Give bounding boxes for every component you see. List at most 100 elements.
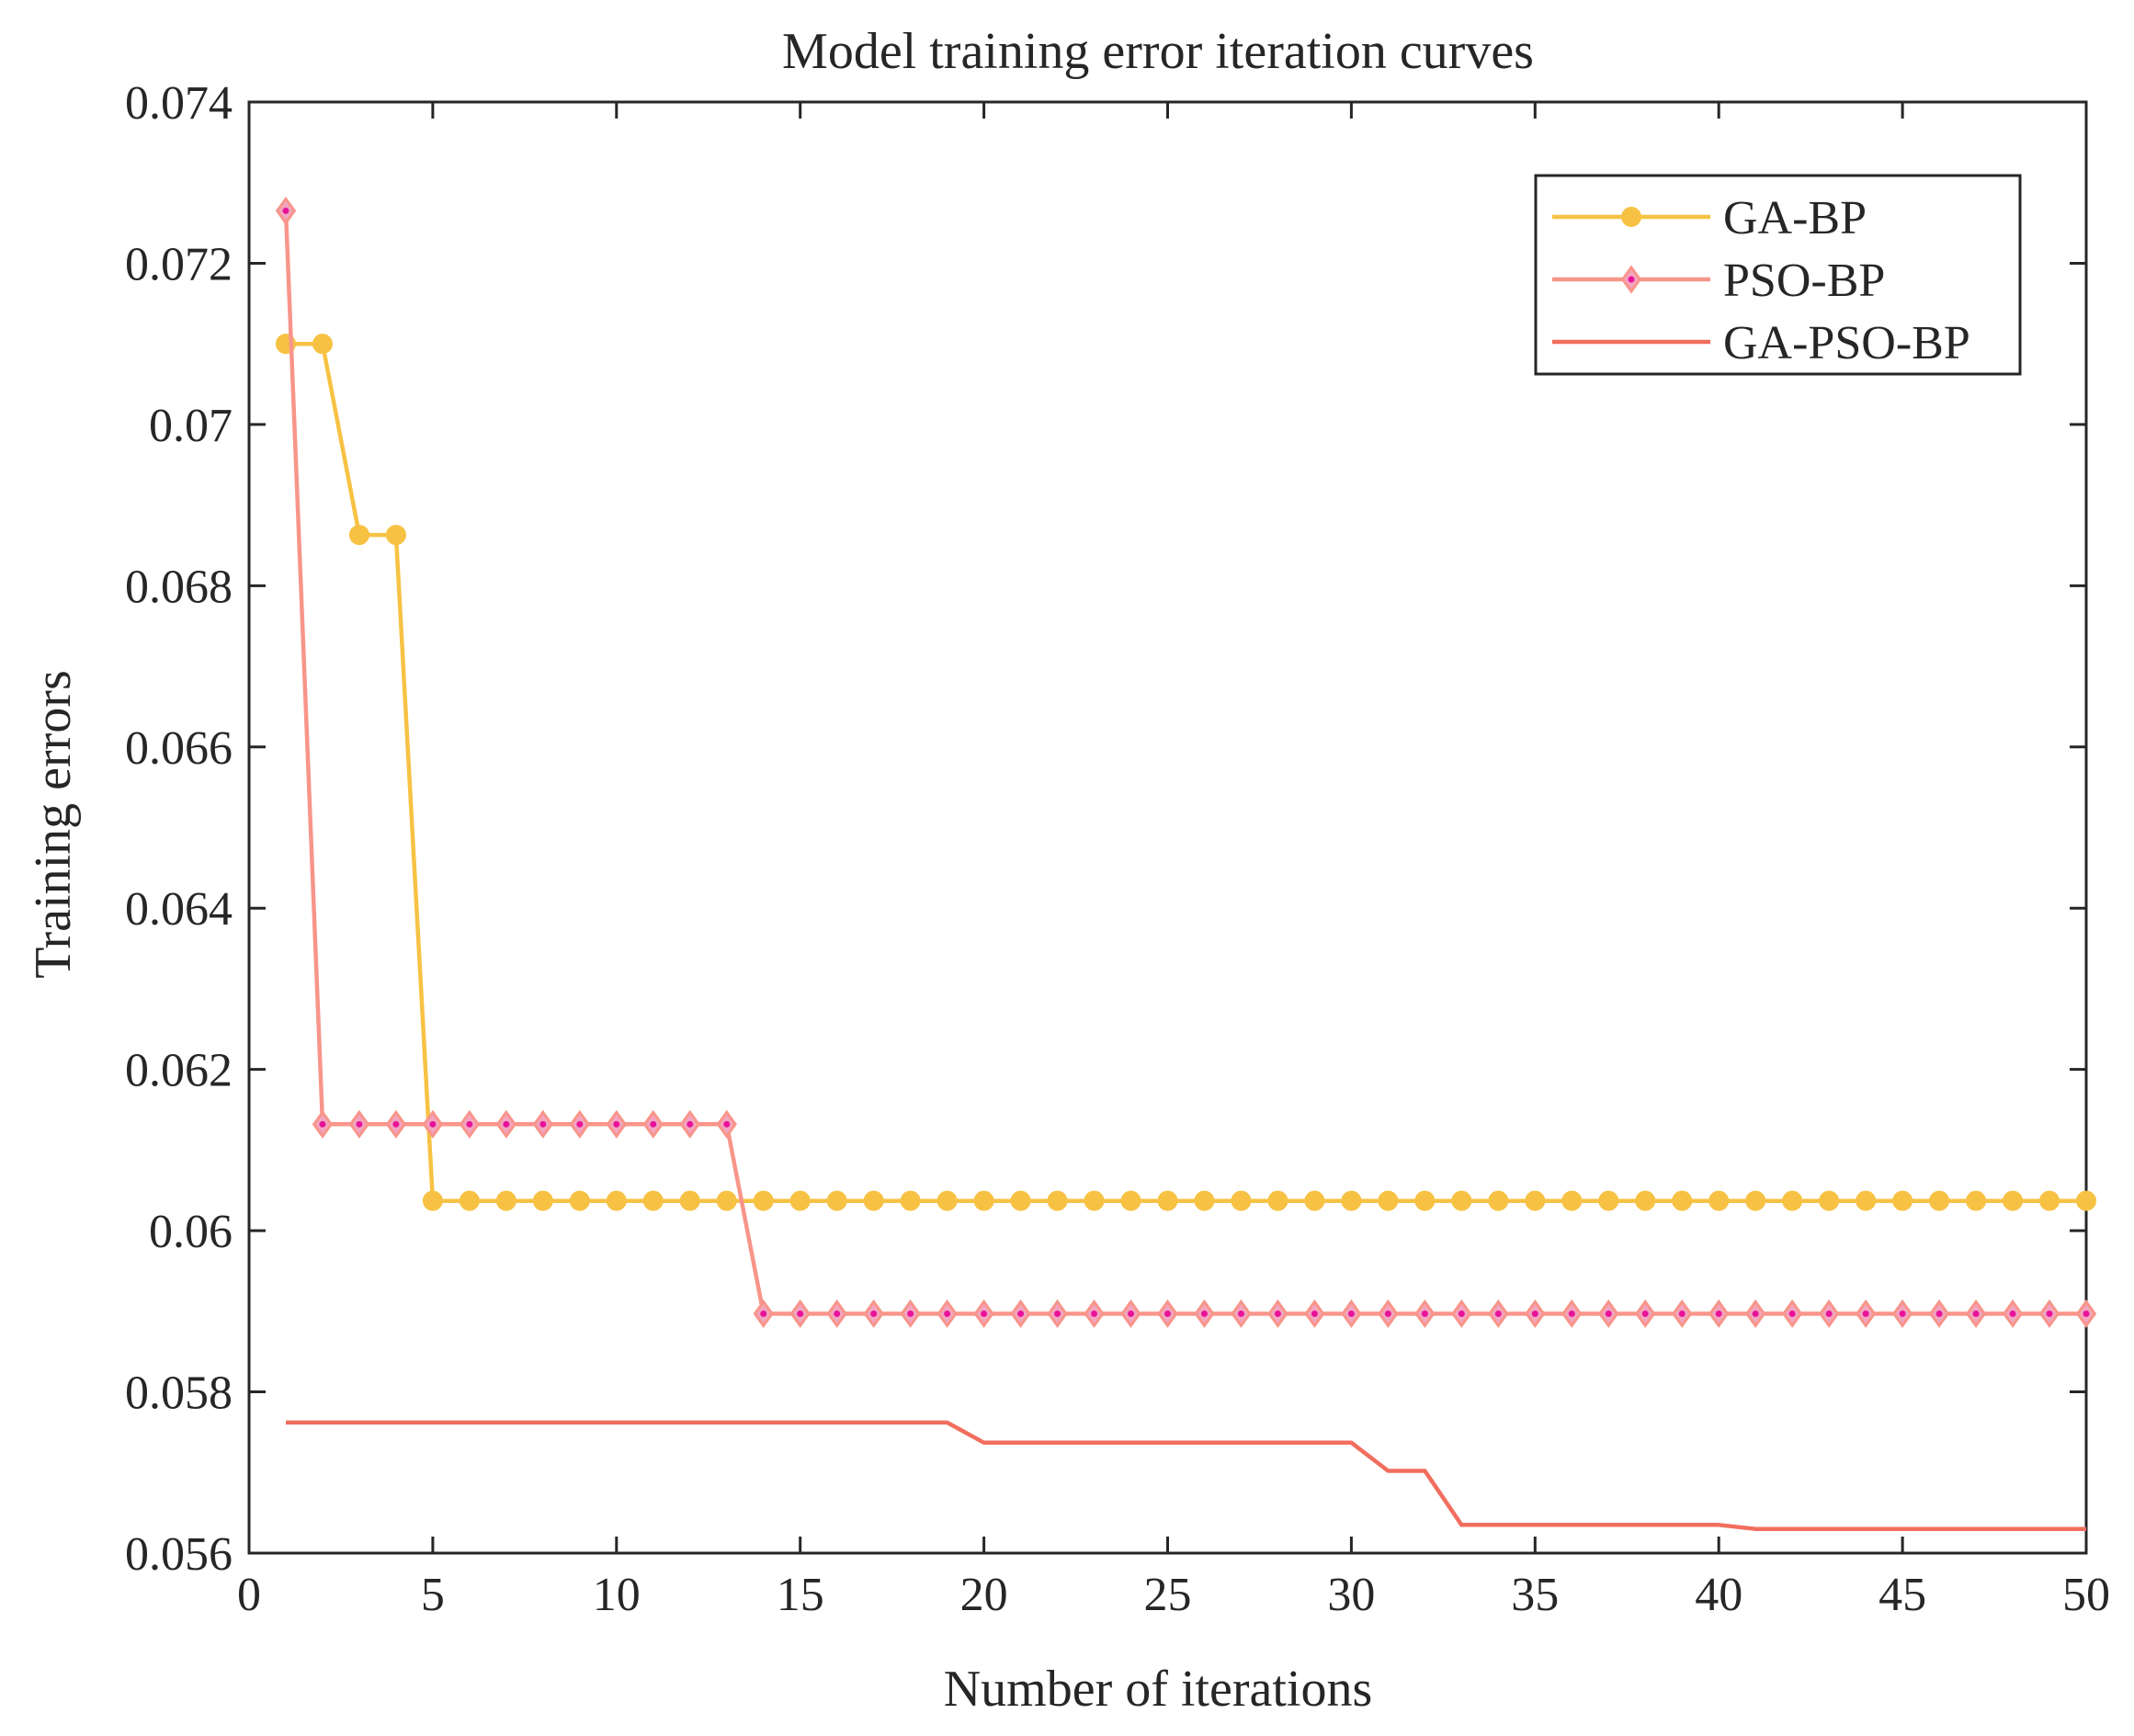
ga-bp-point: [753, 1190, 774, 1211]
ga-bp-point: [385, 525, 406, 546]
pso-bp-point-dot: [723, 1120, 731, 1128]
pso-bp-point-dot: [981, 1310, 988, 1317]
y-tick-label: 0.07: [149, 400, 233, 452]
pso-bp-point-dot: [1678, 1310, 1686, 1317]
ga-bp-point: [826, 1190, 847, 1211]
ga-bp-point: [1892, 1190, 1913, 1211]
y-tick-label: 0.074: [125, 77, 233, 130]
pso-bp-point-dot: [392, 1120, 400, 1128]
ga-bp-point: [2076, 1190, 2096, 1211]
ga-bp-point: [459, 1190, 480, 1211]
pso-bp-point-dot: [1311, 1310, 1318, 1317]
pso-bp-point-dot: [1054, 1310, 1061, 1317]
pso-bp-point-dot: [870, 1310, 878, 1317]
ga-bp-point: [1194, 1190, 1215, 1211]
ga-pso-bp-line: [286, 1420, 2086, 1531]
pso-bp-point-dot: [613, 1120, 620, 1128]
y-tick-label: 0.064: [125, 883, 233, 936]
pso-bp-point-dot: [760, 1310, 767, 1317]
pso-bp-point-dot: [1494, 1310, 1502, 1317]
x-tick-label: 5: [421, 1569, 445, 1621]
x-tick-label: 35: [1511, 1569, 1559, 1621]
ga-bp-point: [1010, 1190, 1031, 1211]
pso-bp-point-dot: [1421, 1310, 1428, 1317]
pso-bp-point-dot: [650, 1120, 657, 1128]
pso-bp-point-dot: [797, 1310, 804, 1317]
legend-ga-bp-point: [1621, 207, 1641, 227]
legend-label-pso-bp: PSO-BP: [1723, 255, 1885, 307]
ga-bp-point: [789, 1190, 811, 1211]
ga-bp-point: [422, 1190, 443, 1211]
ga-bp-point: [1561, 1190, 1583, 1211]
x-tick-label: 45: [1879, 1569, 1926, 1621]
pso-bp-point-dot: [1935, 1310, 1943, 1317]
ga-bp-point: [1929, 1190, 1950, 1211]
x-tick-label: 25: [1144, 1569, 1192, 1621]
chart-title: Model training error iteration curves: [782, 23, 1534, 80]
ga-bp-point: [1635, 1190, 1656, 1211]
pso-bp-point-dot: [687, 1120, 694, 1128]
pso-bp-point-dot: [1128, 1310, 1135, 1317]
ga-bp-point: [1856, 1190, 1877, 1211]
legend-pso-bp-point-dot: [1628, 276, 1635, 283]
pso-bp-point-dot: [1347, 1310, 1355, 1317]
pso-bp-point-dot: [1972, 1310, 1980, 1317]
x-tick-label: 0: [237, 1569, 261, 1621]
ga-bp-point: [1341, 1190, 1362, 1211]
ga-bp-point: [716, 1190, 737, 1211]
ga-bp-point: [312, 334, 333, 355]
ga-bp-point: [348, 525, 369, 546]
ga-bp-point: [936, 1190, 958, 1211]
pso-bp-point-dot: [1200, 1310, 1208, 1317]
ga-bp-point: [2039, 1190, 2060, 1211]
pso-bp-point-dot: [834, 1310, 841, 1317]
ga-bp-point: [495, 1190, 516, 1211]
ga-bp-point: [1819, 1190, 1840, 1211]
plot-area: 0 5 10 15 20 25 30 35 40 45 50 0.056 0.058 0.06 0.062 0…: [125, 77, 2110, 1621]
ga-bp-point: [1414, 1190, 1436, 1211]
pso-bp-point-dot: [503, 1120, 510, 1128]
y-tick-label: 0.056: [125, 1528, 233, 1581]
ga-bp-point: [1084, 1190, 1105, 1211]
x-tick-label: 15: [777, 1569, 824, 1621]
pso-bp-point-dot: [1568, 1310, 1575, 1317]
pso-bp-point-dot: [356, 1120, 363, 1128]
pso-bp-point-dot: [1017, 1310, 1025, 1317]
ga-bp-point: [532, 1190, 553, 1211]
pso-bp-point-dot: [1641, 1310, 1649, 1317]
pso-bp-point-dot: [2083, 1310, 2090, 1317]
pso-bp-point-dot: [1788, 1310, 1796, 1317]
y-tick-label: 0.062: [125, 1045, 233, 1097]
pso-bp-point-dot: [2046, 1310, 2053, 1317]
x-tick-label: 50: [2062, 1569, 2110, 1621]
legend-label-ga-pso-bp: GA-PSO-BP: [1723, 317, 1970, 369]
x-tick-label: 10: [593, 1569, 641, 1621]
y-tick-label: 0.068: [125, 561, 233, 613]
y-tick-label: 0.06: [149, 1206, 233, 1258]
pso-bp-point-dot: [1164, 1310, 1171, 1317]
pso-bp-point-dot: [1274, 1310, 1281, 1317]
ga-bp-point: [1157, 1190, 1178, 1211]
ga-bp-point: [1708, 1190, 1730, 1211]
pso-bp-point-dot: [1825, 1310, 1833, 1317]
ga-bp-point: [1231, 1190, 1252, 1211]
ga-bp-point: [900, 1190, 921, 1211]
pso-bp-point-dot: [1715, 1310, 1722, 1317]
y-tick-label: 0.072: [125, 238, 233, 290]
pso-bp-point-dot: [944, 1310, 951, 1317]
ga-bp-point: [2003, 1190, 2024, 1211]
ga-bp-point: [1598, 1190, 1619, 1211]
pso-bp-point-dot: [1531, 1310, 1538, 1317]
pso-bp-point-dot: [319, 1120, 326, 1128]
ga-bp-point: [1120, 1190, 1141, 1211]
ga-bp-point: [1267, 1190, 1288, 1211]
ga-bp-point: [1451, 1190, 1472, 1211]
ga-bp-point: [973, 1190, 994, 1211]
ga-bp-point: [1745, 1190, 1766, 1211]
y-axis-label: Training errors: [25, 670, 82, 978]
legend: GA-BP PSO-BP GA-PSO-BP: [1534, 174, 2022, 376]
pso-bp-line: [283, 210, 2086, 1316]
x-tick-label: 20: [960, 1569, 1008, 1621]
